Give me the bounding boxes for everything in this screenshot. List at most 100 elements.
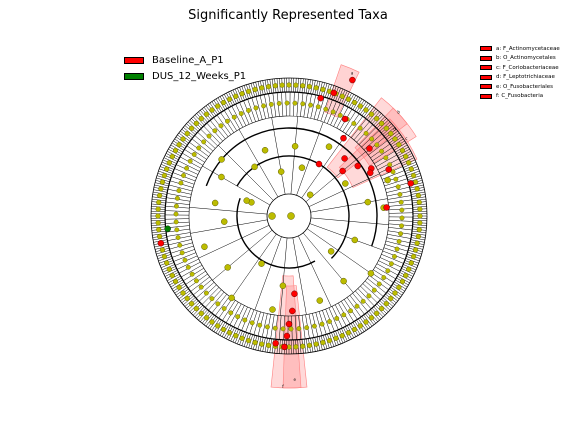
branch-spoke [171,176,195,185]
leaf-node [169,272,175,279]
leaf-node [416,199,422,205]
branch-node [371,287,377,293]
branch-node [242,317,248,323]
taxa-swatch [480,93,492,99]
branch-node [398,199,404,205]
branch-node [394,246,400,252]
leaf-node [198,310,204,316]
branch-spoke [342,111,356,132]
branch-spoke [372,147,393,162]
branch-node [196,145,202,151]
branch-node [174,227,180,233]
leaf-node [357,323,363,329]
branch-node [348,308,353,314]
inner-spoke [202,165,271,206]
leaf-node [161,172,168,179]
taxa-legend: a: F_Actinomycetaceae b: O_Actinomycetal… [480,44,560,101]
branch-spoke [308,313,314,338]
taxa-swatch [480,74,492,80]
cladogram-arc [164,91,414,341]
leaf-node [392,290,398,296]
branch-node [376,281,382,287]
branch-node [296,326,302,331]
taxa-swatch [480,55,492,61]
branch-spoke [322,310,331,333]
inner-spoke [292,237,307,315]
inner-spoke [306,228,372,274]
leaf-node [157,192,163,199]
enriched-node [366,145,373,152]
wedge-labels: a b c d e f [282,70,407,388]
clade-node [201,243,208,251]
leaf-node [396,142,402,148]
branch-node [198,284,204,290]
branch-spoke [317,97,325,121]
branch-node [209,296,215,302]
branch-node [393,176,399,182]
branch-node [354,303,360,309]
branch-spoke [281,92,284,117]
branch-spoke [174,168,197,178]
branch-node [312,323,317,329]
branch-node [351,121,357,126]
leaf-node [406,266,412,272]
leaf-node [189,125,195,131]
taxa-legend-item-a: a: F_Actinomycetaceae [480,44,560,54]
depleted-node [164,225,171,233]
inner-spoke [310,217,389,225]
branch-node [387,162,393,168]
leaf-node [245,88,252,95]
branch-spoke [190,276,210,292]
leaf-node [155,213,161,219]
leaf-node [215,103,221,109]
branch-spoke [165,210,190,212]
leaf-node [363,319,369,325]
clade-node [243,197,250,204]
branch-spoke [328,307,339,330]
taxa-label: a: F_Actinomycetaceae [496,45,560,52]
taxa-legend-item-e: e: O_Fusobacteriales [480,82,560,92]
clade-node [277,168,285,175]
branch-spoke [245,309,255,333]
leaf-node [176,142,182,148]
leaf-node [226,96,233,102]
branch-spoke [215,296,230,316]
enriched-node [341,115,349,123]
leaf-node [252,86,258,93]
branch-node [176,188,182,193]
branch-node [385,268,391,274]
taxa-label: b: O_Actinomycetales [496,55,556,62]
branch-node [184,165,189,171]
leaf-node [155,220,161,226]
leaf-node [209,319,215,325]
inner-spoke [309,223,384,251]
legend-label-dus: DUS_12_Weeks_P1 [152,70,247,82]
leaf-node [198,116,204,122]
inner-spoke [271,117,286,195]
wedge-label: a [351,70,354,75]
leaf-node [399,278,406,285]
branch-spoke [237,306,248,329]
branch-spoke [203,125,221,144]
leaf-node [326,337,333,344]
leaf-node [155,206,161,212]
branch-node [334,316,340,321]
branch-spoke [367,278,387,294]
clade-node [279,282,287,289]
branch-spoke [388,212,413,214]
branch-node [268,101,274,107]
leaf-node [158,186,164,192]
leaf-node [408,260,414,266]
branch-node [215,301,221,307]
taxa-legend-item-c: c: F_Coriobacteriaceae [480,63,560,73]
enriched-node [383,204,390,211]
branch-node [201,139,207,145]
leaf-node [368,315,375,321]
leaf-node [374,116,380,122]
leaf-node [406,160,412,166]
enriched-node [281,343,288,351]
branch-node [308,102,313,108]
inner-spoke [280,237,288,316]
leaf-node [252,339,258,346]
branch-spoke [216,114,232,135]
